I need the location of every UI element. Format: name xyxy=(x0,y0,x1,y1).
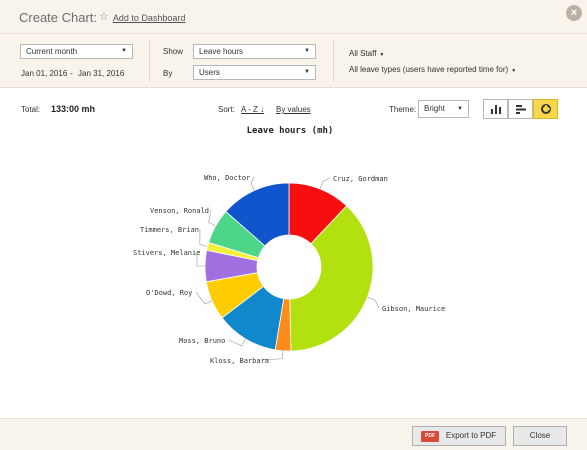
export-pdf-button[interactable]: PDF Export to PDF xyxy=(412,426,506,446)
leave-types-dropdown[interactable]: All leave types (users have reported tim… xyxy=(349,65,516,74)
date-from: Jan 01, 2016 xyxy=(21,69,68,78)
slice-label: Gibson, Maurice xyxy=(382,305,445,313)
show-select[interactable]: Leave hours ▼ xyxy=(193,44,316,59)
dialog-footer: PDF Export to PDF Close xyxy=(0,418,587,450)
slice-label: Who, Doctor xyxy=(204,174,250,182)
sort-label: Sort: xyxy=(218,105,235,114)
chevron-down-icon: ▼ xyxy=(457,106,463,112)
add-to-dashboard-label: Add to Dashboard xyxy=(112,12,186,23)
leader-line xyxy=(208,209,216,227)
theme-label: Theme: xyxy=(389,105,417,114)
close-button[interactable]: Close xyxy=(513,426,567,446)
date-separator: - xyxy=(70,69,73,78)
slice-label: Stivers, Melanie xyxy=(133,249,200,257)
dialog-title: Create Chart: xyxy=(19,10,98,25)
view-bar-vertical-button[interactable] xyxy=(483,99,508,119)
chevron-down-icon: ▼ xyxy=(379,52,385,58)
theme-select[interactable]: Bright ▼ xyxy=(418,100,469,118)
leave-types-dropdown-label: All leave types (users have reported tim… xyxy=(349,65,509,74)
leader-line xyxy=(250,176,255,191)
slice-label: Kloss, Barbara xyxy=(210,357,269,365)
slice-label: O'Dowd, Roy xyxy=(146,289,192,297)
leader-line xyxy=(261,350,284,361)
date-to: Jan 31, 2016 xyxy=(78,69,125,78)
by-label: By xyxy=(163,69,173,78)
star-icon: ☆ xyxy=(99,11,109,23)
staff-dropdown-label: All Staff xyxy=(349,49,377,58)
pie-chart-icon xyxy=(541,104,551,114)
leader-line xyxy=(196,251,206,267)
export-pdf-label: Export to PDF xyxy=(445,431,497,440)
show-select-value: Leave hours xyxy=(199,47,244,56)
divider xyxy=(333,40,334,82)
leader-line xyxy=(319,177,331,190)
pdf-icon: PDF xyxy=(421,431,439,442)
close-icon[interactable]: × xyxy=(566,5,582,21)
total-label: Total: xyxy=(21,105,41,114)
add-to-dashboard-link[interactable]: ☆ Add to Dashboard xyxy=(99,12,185,23)
slice-label: Venson, Ronald xyxy=(150,207,209,215)
donut-chart: Cruz, Gordman Gibson, Maurice Kloss, Barba… xyxy=(133,174,445,365)
by-select-value: Users xyxy=(199,68,220,77)
pie-slice[interactable] xyxy=(225,182,290,247)
chevron-down-icon: ▼ xyxy=(304,69,310,75)
total-value: 133:00 mh xyxy=(51,104,96,114)
chevron-down-icon: ▼ xyxy=(121,48,127,54)
staff-dropdown[interactable]: All Staff ▼ xyxy=(349,49,384,58)
chart-title: Leave hours (mh) xyxy=(246,126,334,136)
slice-label: Timmers, Brian xyxy=(140,226,199,234)
by-select[interactable]: Users ▼ xyxy=(193,65,316,80)
filter-panel: Current month ▼ Jan 01, 2016 - Jan 31, 2… xyxy=(0,34,587,88)
leader-line xyxy=(228,338,246,347)
divider xyxy=(149,40,150,82)
theme-select-value: Bright xyxy=(424,104,445,113)
show-label: Show xyxy=(163,47,184,56)
period-select[interactable]: Current month ▼ xyxy=(20,44,133,59)
leader-line xyxy=(195,291,213,305)
leader-line xyxy=(367,296,380,309)
slice-label: Moss, Bruno xyxy=(179,337,225,345)
chevron-down-icon: ▼ xyxy=(511,68,517,74)
chevron-down-icon: ▼ xyxy=(304,48,310,54)
view-pie-button[interactable] xyxy=(533,99,558,119)
period-select-value: Current month xyxy=(26,47,78,56)
bar-chart-icon xyxy=(491,105,501,114)
view-bar-horizontal-button[interactable] xyxy=(508,99,533,119)
horizontal-bar-chart-icon xyxy=(516,105,526,114)
pie-slice[interactable] xyxy=(289,205,374,352)
sort-by-values-link[interactable]: By values xyxy=(276,105,311,114)
slice-label: Cruz, Gordman xyxy=(333,175,388,183)
dialog-header: Create Chart: ☆ Add to Dashboard × xyxy=(0,0,587,34)
leader-line xyxy=(199,228,208,247)
sort-az-link[interactable]: A - Z ↓ xyxy=(241,105,265,114)
